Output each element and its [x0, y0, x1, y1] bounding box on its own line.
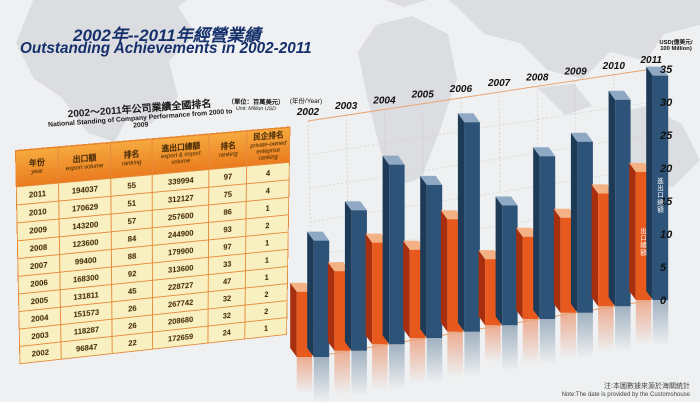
- svg-text:2011: 2011: [639, 55, 662, 66]
- svg-text:35: 35: [660, 64, 673, 76]
- svg-text:10: 10: [660, 229, 673, 241]
- svg-text:USD(億美元/: USD(億美元/: [659, 38, 693, 46]
- svg-text:口: 口: [657, 191, 664, 199]
- svg-text:5: 5: [660, 262, 667, 274]
- svg-text:2003: 2003: [334, 101, 358, 112]
- svg-text:口: 口: [640, 234, 647, 242]
- svg-text:(年份/Year): (年份/Year): [290, 96, 322, 105]
- svg-text:2007: 2007: [487, 78, 511, 89]
- svg-text:總: 總: [657, 197, 664, 206]
- svg-text:總: 總: [640, 240, 647, 249]
- svg-text:Note:The date is provided by t: Note:The date is provided by the Customs…: [562, 392, 691, 398]
- svg-text:出: 出: [657, 183, 664, 192]
- svg-text:進: 進: [657, 176, 664, 185]
- svg-text:2009: 2009: [563, 67, 587, 78]
- svg-text:注:本圖數據來源於海關統計: 注:本圖數據來源於海關統計: [604, 381, 690, 390]
- svg-text:2002: 2002: [296, 107, 320, 118]
- svg-text:2005: 2005: [411, 90, 435, 101]
- svg-text:20: 20: [659, 163, 673, 175]
- svg-text:2010: 2010: [602, 61, 626, 72]
- svg-text:2006: 2006: [449, 84, 473, 95]
- svg-text:出: 出: [640, 226, 647, 235]
- svg-text:2008: 2008: [525, 72, 549, 83]
- svg-text:額: 額: [640, 247, 647, 256]
- svg-text:100 Million): 100 Million): [660, 46, 692, 52]
- svg-text:25: 25: [659, 130, 673, 142]
- svg-text:0: 0: [660, 295, 667, 307]
- svg-text:30: 30: [660, 97, 673, 109]
- svg-text:額: 額: [657, 205, 664, 214]
- svg-text:2004: 2004: [372, 95, 396, 106]
